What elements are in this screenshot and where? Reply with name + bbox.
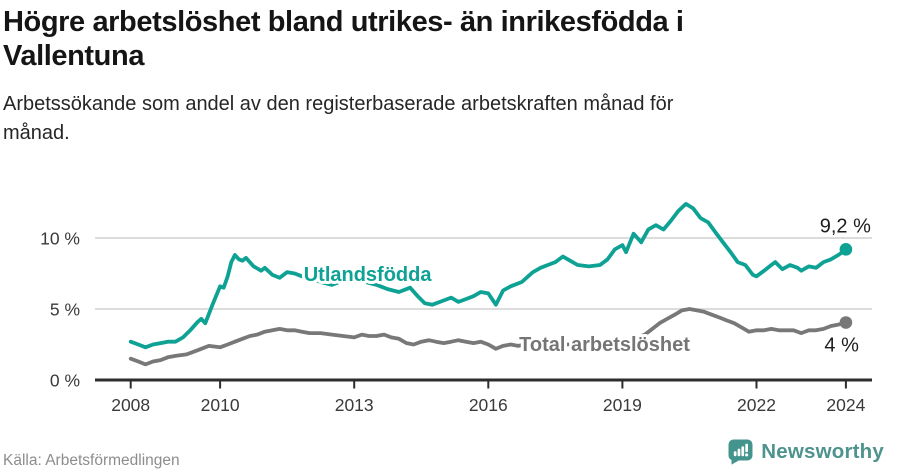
- x-tick-label: 2008: [111, 395, 150, 415]
- chart-subtitle-line1: Arbetssökande som andel av den registerb…: [3, 93, 674, 115]
- chart-title-line2: Vallentuna: [3, 40, 145, 72]
- chart-subtitle-line2: månad.: [3, 122, 70, 144]
- speech-bubble-shape: [728, 439, 753, 465]
- source-note: Källa: Arbetsförmedlingen: [3, 452, 180, 469]
- newsworthy-wordmark: Newsworthy: [761, 439, 884, 463]
- bar-chart-glyph: [734, 446, 745, 457]
- series-end-dot: [839, 243, 853, 256]
- newsworthy-logo[interactable]: Newsworthy: [727, 438, 884, 465]
- end-value-label: 4 %: [824, 334, 859, 356]
- x-tick-label: 2013: [335, 395, 374, 415]
- series-label: Utlandsfödda: [304, 264, 433, 286]
- y-tick-label: 10 %: [40, 229, 80, 249]
- x-tick-label: 2016: [469, 395, 508, 415]
- chart-subtitle: Arbetssökande som andel av den registerb…: [3, 90, 887, 148]
- end-value-label: 9,2 %: [820, 215, 871, 237]
- line-chart: 0 % 5 % 10 % 2008 2010 2013 2016 2019 2022 2024 9,…: [40, 201, 872, 415]
- series-label: Total arbetslöshet: [519, 334, 690, 356]
- x-tick-label: 2019: [603, 395, 642, 415]
- newsworthy-icon: [728, 439, 753, 465]
- y-tick-label: 0 %: [50, 371, 80, 391]
- y-tick-label: 5 %: [50, 300, 80, 320]
- chart-title-line1: Högre arbetslöshet bland utrikes- än inr…: [3, 6, 684, 38]
- exclamation-glyph: [745, 443, 749, 457]
- x-tick-label: 2010: [201, 395, 240, 415]
- chart-title: Högre arbetslöshet bland utrikes- än inr…: [3, 5, 887, 73]
- series-end-dot: [839, 316, 853, 329]
- x-tick-label: 2022: [737, 395, 776, 415]
- series-line-1: [128, 201, 848, 350]
- series-line-2: [128, 307, 848, 367]
- x-tick-label: 2024: [826, 395, 865, 415]
- chart-header: Högre arbetslöshet bland utrikes- än inr…: [3, 5, 887, 148]
